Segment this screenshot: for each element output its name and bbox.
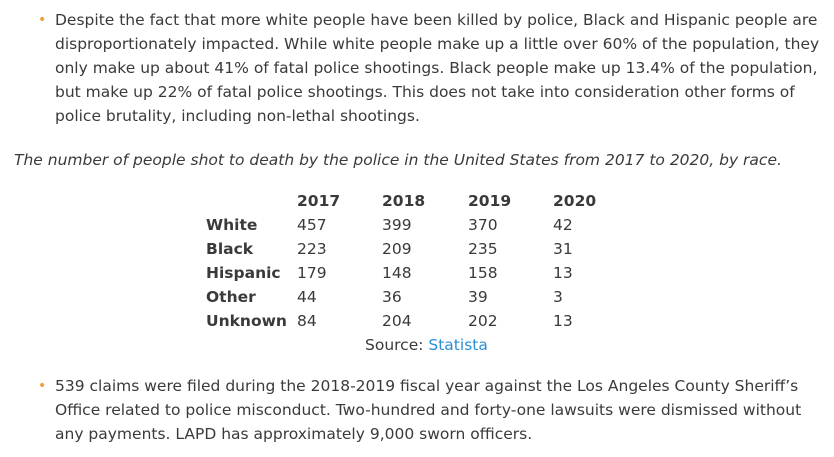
source-prefix: Source: [365,336,429,354]
table-cell: 31 [553,240,573,258]
table-cell: 13 [553,312,573,330]
table-cell: 179 [297,264,327,282]
table-cell: 209 [382,240,412,258]
table-cell: 457 [297,216,327,234]
bullet-marker: • [38,378,47,394]
table-row: White 457 399 370 42 [206,213,613,237]
table-cell: 399 [382,216,412,234]
table-row: Black 223 209 235 31 [206,237,613,261]
police-shootings-table: 2017 2018 2019 2020 White 457 399 370 42… [206,189,613,333]
table-header-row: 2017 2018 2019 2020 [206,189,613,213]
table-cell: 3 [553,288,563,306]
bullet-paragraph-claims: 539 claims were filed during the 2018-20… [55,377,802,443]
row-label: Unknown [206,312,287,330]
table-cell: 370 [468,216,498,234]
source-line: Source: Statista [365,333,488,357]
table-cell: 44 [297,288,317,306]
table-cell: 148 [382,264,412,282]
table-cell: 84 [297,312,317,330]
bullet-paragraph-fatal-shootings: Despite the fact that more white people … [55,11,820,125]
table-cell: 204 [382,312,412,330]
table-header-year: 2018 [382,192,426,210]
statista-link[interactable]: Statista [428,336,488,354]
row-label: Hispanic [206,264,281,282]
table-cell: 39 [468,288,488,306]
row-label: Other [206,288,256,306]
table-row: Hispanic 179 148 158 13 [206,261,613,285]
table-header-year: 2020 [553,192,597,210]
table-cell: 13 [553,264,573,282]
table-cell: 202 [468,312,498,330]
table-cell: 36 [382,288,402,306]
table-row: Unknown 84 204 202 13 [206,309,613,333]
table-caption: The number of people shot to death by th… [14,151,782,169]
bullet-marker: • [38,12,47,28]
table-cell: 223 [297,240,327,258]
table-cell: 235 [468,240,498,258]
row-label: Black [206,240,254,258]
row-label: White [206,216,258,234]
table-cell: 42 [553,216,573,234]
table-header-year: 2019 [468,192,512,210]
table-cell: 158 [468,264,498,282]
table-header-corner [206,189,297,213]
table-header-year: 2017 [297,192,341,210]
table-row: Other 44 36 39 3 [206,285,613,309]
